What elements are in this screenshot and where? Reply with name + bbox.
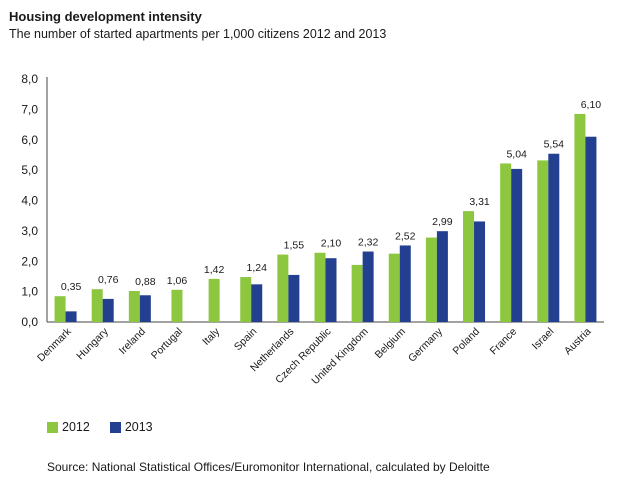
bar-2012-italy [208, 278, 220, 322]
legend-swatch-2013 [109, 421, 121, 433]
bar-2012-israel [537, 160, 549, 322]
data-label: 0,88 [135, 276, 156, 288]
bar-2013-israel [548, 153, 560, 322]
bar-2013-france [511, 168, 523, 322]
bar-2012-netherlands [277, 254, 289, 322]
bar-2013-netherlands [288, 274, 300, 322]
data-label: 3,31 [469, 196, 490, 208]
legend-item-2012: 2012 [47, 420, 90, 434]
x-tick-label: Spain [232, 326, 260, 354]
bar-2012-denmark [54, 296, 66, 322]
y-tick-label: 2,0 [21, 254, 38, 268]
bar-2013-belgium [399, 245, 411, 322]
bar-2013-poland [474, 221, 486, 322]
y-tick-label: 0,0 [21, 315, 38, 329]
chart-title: Housing development intensity [9, 9, 202, 24]
data-label: 5,54 [544, 139, 565, 151]
bar-2013-hungary [102, 298, 114, 322]
x-tick-label: Italy [200, 325, 223, 348]
bar-2012-austria [574, 113, 586, 323]
data-label: 5,04 [506, 148, 527, 160]
data-label: 1,42 [204, 264, 225, 276]
x-tick-label: Ireland [117, 326, 148, 357]
legend-label-2013: 2013 [124, 420, 153, 434]
data-label: 1,55 [284, 240, 305, 252]
y-tick-label: 8,0 [21, 72, 38, 86]
bar-2013-united-kingdom [362, 251, 374, 322]
x-tick-label: Poland [451, 326, 483, 358]
data-label: 6,10 [581, 99, 602, 111]
data-label: 1,06 [167, 275, 188, 287]
source-note: Source: National Statistical Offices/Eur… [47, 460, 490, 474]
data-label: 1,24 [247, 262, 268, 274]
chart-subtitle: The number of started apartments per 1,0… [9, 27, 387, 41]
x-tick-label: Israel [530, 326, 557, 353]
y-tick-label: 4,0 [21, 194, 38, 208]
y-tick-label: 7,0 [21, 102, 38, 116]
data-label: 2,99 [432, 216, 453, 228]
bar-2013-ireland [139, 295, 151, 322]
bar-2012-germany [425, 237, 437, 322]
data-label: 2,10 [321, 238, 342, 250]
x-tick-label: Portugal [149, 326, 185, 362]
bar-2012-portugal [171, 289, 183, 322]
x-tick-label: Belgium [373, 325, 408, 360]
legend: 2012 2013 [47, 420, 173, 434]
data-label: 2,32 [358, 237, 379, 249]
bar-2012-belgium [388, 253, 400, 322]
data-label: 0,35 [61, 281, 82, 293]
bar-2012-czech-republic [314, 252, 326, 322]
bar-2012-poland [463, 211, 475, 322]
y-tick-label: 6,0 [21, 133, 38, 147]
bar-chart: 0,0 1,0 2,0 3,0 4,0 5,0 6,0 7,0 8,0 0,35 Denmark 0,… [21, 72, 604, 387]
bar-2013-czech-republic [325, 258, 337, 322]
bar-2013-spain [251, 284, 263, 322]
legend-item-2013: 2013 [109, 420, 153, 434]
x-tick-label: Germany [406, 325, 446, 365]
bar-2012-france [500, 163, 512, 322]
x-tick-label: Hungary [74, 325, 111, 362]
bar-2012-ireland [128, 291, 140, 322]
bar-2012-hungary [91, 289, 103, 322]
legend-swatch-2012 [47, 421, 58, 433]
data-label: 2,52 [395, 230, 416, 242]
x-tick-label: Denmark [35, 325, 74, 364]
bar-2013-austria [585, 136, 597, 322]
bar-2013-denmark [65, 311, 77, 322]
bar-2013-germany [436, 231, 448, 322]
data-label: 0,76 [98, 274, 119, 286]
y-tick-label: 3,0 [21, 224, 38, 238]
x-tick-label: Austria [562, 326, 594, 358]
y-tick-label: 1,0 [21, 285, 38, 299]
x-tick-label: France [488, 326, 520, 358]
bar-2012-united-kingdom [351, 264, 363, 322]
bar-2012-spain [240, 277, 252, 322]
y-tick-label: 5,0 [21, 163, 38, 177]
legend-label-2012: 2012 [62, 420, 90, 434]
